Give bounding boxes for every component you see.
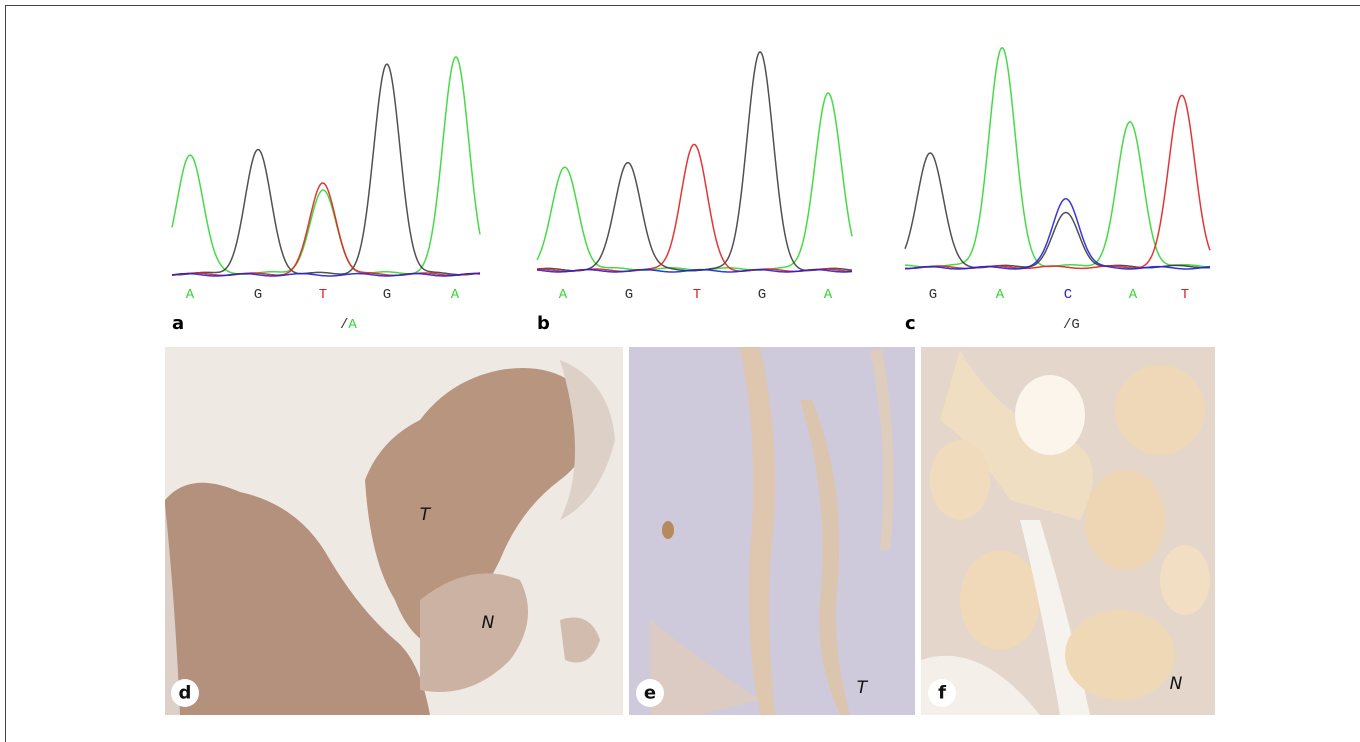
region-annotation: T xyxy=(857,678,869,698)
base-call: T xyxy=(319,287,327,303)
base-call: G xyxy=(625,287,633,303)
image-d xyxy=(165,347,623,715)
figure-frame xyxy=(5,5,1360,742)
base-call: A xyxy=(451,287,460,303)
chromatogram: G A C A Tc/G xyxy=(904,46,1211,334)
trace xyxy=(904,197,1211,270)
base-call: A xyxy=(824,287,833,303)
trace xyxy=(172,63,481,276)
label-badge xyxy=(171,679,199,707)
image-f xyxy=(921,347,1215,715)
base-call: T xyxy=(1181,287,1189,303)
trace xyxy=(536,92,853,271)
trace xyxy=(171,56,481,275)
variant-note: /G xyxy=(1063,317,1080,333)
image-e xyxy=(629,347,915,715)
base-call: G xyxy=(383,287,391,303)
trace xyxy=(537,143,852,273)
trace xyxy=(536,268,853,273)
region-annotation: T xyxy=(420,505,432,525)
variant-note: /A xyxy=(340,317,357,333)
panel-label: c xyxy=(905,313,916,334)
base-call: C xyxy=(1064,287,1072,303)
region-annotation: N xyxy=(482,613,495,633)
note-slash: / xyxy=(340,317,348,333)
trace xyxy=(171,272,481,277)
base-call: A xyxy=(186,287,195,303)
panel-label: e xyxy=(644,683,656,704)
label-badge xyxy=(636,679,664,707)
base-call: G xyxy=(929,287,937,303)
trace xyxy=(904,94,1211,270)
chromatogram: A G T G Aa/A xyxy=(171,56,481,334)
panel-label: a xyxy=(172,313,184,334)
base-call: G xyxy=(758,287,766,303)
panel-label: b xyxy=(537,313,550,334)
base-call: G xyxy=(254,287,262,303)
label-badge xyxy=(928,679,956,707)
base-call: A xyxy=(996,287,1005,303)
panel-label: d xyxy=(179,683,192,704)
note-base: A xyxy=(348,317,357,333)
region-annotation: N xyxy=(1170,674,1183,694)
chromatogram: A G T G Ab xyxy=(536,51,853,334)
note-slash: / xyxy=(1063,317,1071,333)
base-call: A xyxy=(559,287,568,303)
panel-label: f xyxy=(938,683,946,704)
trace xyxy=(536,51,853,272)
base-call: A xyxy=(1129,287,1138,303)
base-call: T xyxy=(693,287,701,303)
note-base: G xyxy=(1071,317,1079,333)
